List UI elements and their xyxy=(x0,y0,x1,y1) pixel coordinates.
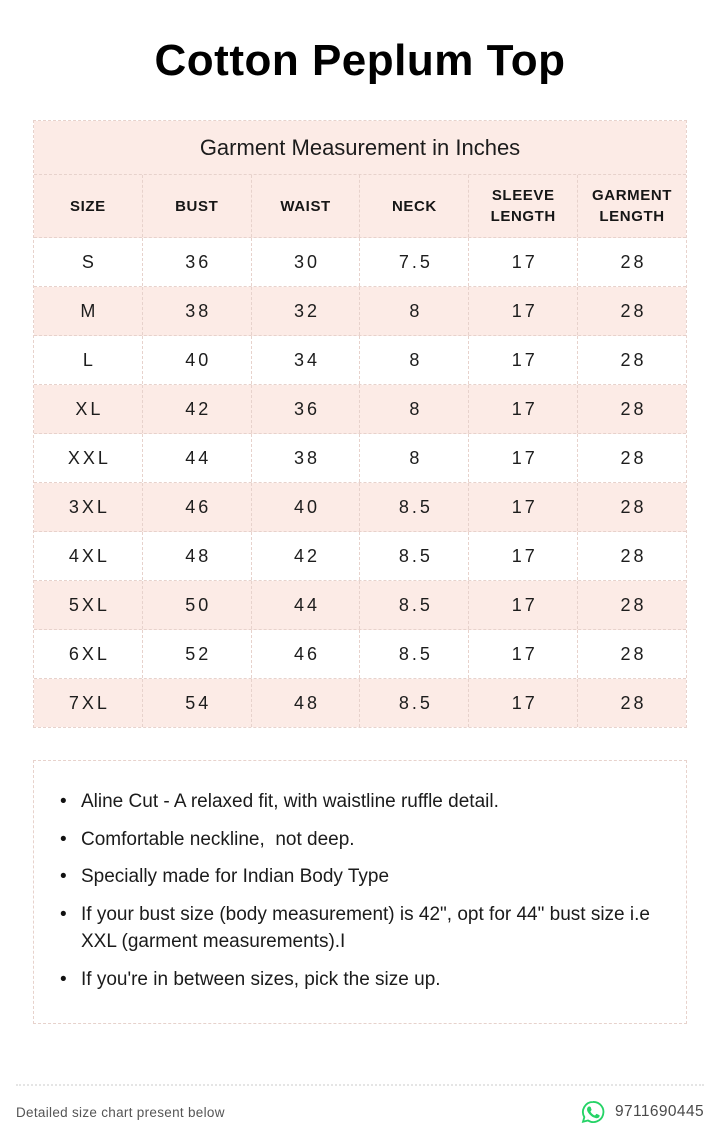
measurement-cell: 36 xyxy=(143,238,252,286)
table-row: 5XL 50 44 8.5 17 28 xyxy=(34,581,686,630)
column-header-waist: WAIST xyxy=(252,175,361,237)
note-item: Comfortable neckline, not deep. xyxy=(54,826,660,854)
column-header-sleeve-length: SLEEVE LENGTH xyxy=(469,175,579,237)
measurement-cell: 28 xyxy=(620,692,647,713)
measurement-cell: 38 xyxy=(143,287,252,335)
measurement-cell: 8 xyxy=(360,434,470,482)
table-row: 6XL 52 46 8.5 17 28 xyxy=(34,630,686,679)
measurement-cell: 17 xyxy=(469,336,579,384)
measurement-cell: 28 xyxy=(620,643,647,664)
table-row: 3XL 46 40 8.5 17 28 xyxy=(34,483,686,532)
measurement-cell: 38 xyxy=(252,434,361,482)
column-header-neck: NECK xyxy=(360,175,470,237)
note-text: If you're in between sizes, pick the siz… xyxy=(81,968,441,990)
column-header-size: SIZE xyxy=(34,175,143,237)
measurement-cell: 50 xyxy=(143,581,252,629)
measurement-cell: 8 xyxy=(360,287,470,335)
table-row: XL 42 36 8 17 28 xyxy=(34,385,686,434)
measurement-cell: 17 xyxy=(469,434,579,482)
measurement-cell: 42 xyxy=(252,532,361,580)
size-chart-page: Cotton Peplum Top Garment Measurement in… xyxy=(0,36,720,1124)
measurement-cell: 28 xyxy=(620,545,647,566)
table-row: 4XL 48 42 8.5 17 28 xyxy=(34,532,686,581)
measurement-cell: 17 xyxy=(469,483,579,531)
table-row: M 38 32 8 17 28 xyxy=(34,287,686,336)
size-cell: 3XL xyxy=(34,483,143,531)
note-text: If your bust size (body measurement) is … xyxy=(81,903,656,953)
table-row: S 36 30 7.5 17 28 xyxy=(34,238,686,287)
notes-box: Aline Cut - A relaxed fit, with waistlin… xyxy=(33,760,687,1024)
measurement-cell: 30 xyxy=(252,238,361,286)
measurement-cell: 17 xyxy=(469,385,579,433)
notes-list: Aline Cut - A relaxed fit, with waistlin… xyxy=(54,788,660,993)
measurement-cell: 28 xyxy=(620,398,647,419)
size-cell: 5XL xyxy=(34,581,143,629)
footer-note: Detailed size chart present below xyxy=(16,1104,225,1120)
table-row: 7XL 54 48 8.5 17 28 xyxy=(34,679,686,727)
measurement-cell: 46 xyxy=(252,630,361,678)
measurement-cell: 44 xyxy=(143,434,252,482)
measurement-cell: 8.5 xyxy=(360,630,470,678)
measurement-table: Garment Measurement in Inches SIZE BUST … xyxy=(33,120,687,728)
measurement-cell: 28 xyxy=(620,300,647,321)
size-cell: XXL xyxy=(34,434,143,482)
column-header-garment-length: GARMENT LENGTH xyxy=(592,187,673,225)
measurement-cell: 17 xyxy=(469,238,579,286)
note-item: If you're in between sizes, pick the siz… xyxy=(54,966,660,994)
measurement-cell: 34 xyxy=(252,336,361,384)
measurement-cell: 40 xyxy=(143,336,252,384)
note-text: Specially made for Indian Body Type xyxy=(81,866,390,887)
size-cell: 7XL xyxy=(34,679,143,727)
note-text: Aline Cut - A relaxed fit, with waistlin… xyxy=(81,791,499,812)
measurement-cell: 40 xyxy=(252,483,361,531)
measurement-cell: 8 xyxy=(360,336,470,384)
column-header-bust: BUST xyxy=(143,175,252,237)
measurement-cell: 48 xyxy=(252,679,361,727)
size-cell: 6XL xyxy=(34,630,143,678)
table-row: L 40 34 8 17 28 xyxy=(34,336,686,385)
size-cell: XL xyxy=(34,385,143,433)
measurement-cell: 42 xyxy=(143,385,252,433)
measurement-cell: 17 xyxy=(469,287,579,335)
whatsapp-icon xyxy=(581,1101,605,1124)
table-body: S 36 30 7.5 17 28 M 38 32 8 17 28 L 40 34 8 17 28 XL 42 36 8 1… xyxy=(34,238,686,727)
size-cell: 4XL xyxy=(34,532,143,580)
measurement-cell: 28 xyxy=(620,349,647,370)
whatsapp-contact: 9711690445 xyxy=(580,1099,704,1125)
table-row: XXL 44 38 8 17 28 xyxy=(34,434,686,483)
table-header-row: SIZE BUST WAIST NECK SLEEVE LENGTH GARME… xyxy=(34,175,686,238)
note-item: Aline Cut - A relaxed fit, with waistlin… xyxy=(54,788,660,816)
size-cell: M xyxy=(34,287,143,335)
measurement-cell: 8.5 xyxy=(360,483,470,531)
measurement-cell: 48 xyxy=(143,532,252,580)
measurement-cell: 8.5 xyxy=(360,581,470,629)
size-cell: L xyxy=(34,336,143,384)
measurement-cell: 17 xyxy=(469,630,579,678)
note-item: Specially made for Indian Body Type xyxy=(54,863,660,891)
measurement-cell: 44 xyxy=(252,581,361,629)
measurement-cell: 36 xyxy=(252,385,361,433)
measurement-cell: 17 xyxy=(469,532,579,580)
measurement-cell: 28 xyxy=(620,594,647,615)
measurement-cell: 8.5 xyxy=(360,532,470,580)
measurement-cell: 52 xyxy=(143,630,252,678)
measurement-cell: 17 xyxy=(469,581,579,629)
whatsapp-number: 9711690445 xyxy=(614,1103,704,1120)
measurement-cell: 8 xyxy=(360,385,470,433)
measurement-cell: 8.5 xyxy=(360,679,470,727)
footer: Detailed size chart present below 971169… xyxy=(16,1084,704,1125)
measurement-cell: 17 xyxy=(469,679,579,727)
measurement-cell: 28 xyxy=(620,447,647,468)
measurement-cell: 46 xyxy=(143,483,252,531)
measurement-cell: 28 xyxy=(620,496,647,517)
measurement-cell: 32 xyxy=(252,287,361,335)
table-caption: Garment Measurement in Inches xyxy=(34,121,686,175)
measurement-cell: 7.5 xyxy=(360,238,470,286)
note-item: If your bust size (body measurement) is … xyxy=(54,901,660,956)
note-text: Comfortable neckline, not deep. xyxy=(81,828,355,850)
page-title: Cotton Peplum Top xyxy=(154,36,566,85)
size-cell: S xyxy=(34,238,143,286)
measurement-cell: 28 xyxy=(620,251,647,272)
measurement-cell: 54 xyxy=(143,679,252,727)
